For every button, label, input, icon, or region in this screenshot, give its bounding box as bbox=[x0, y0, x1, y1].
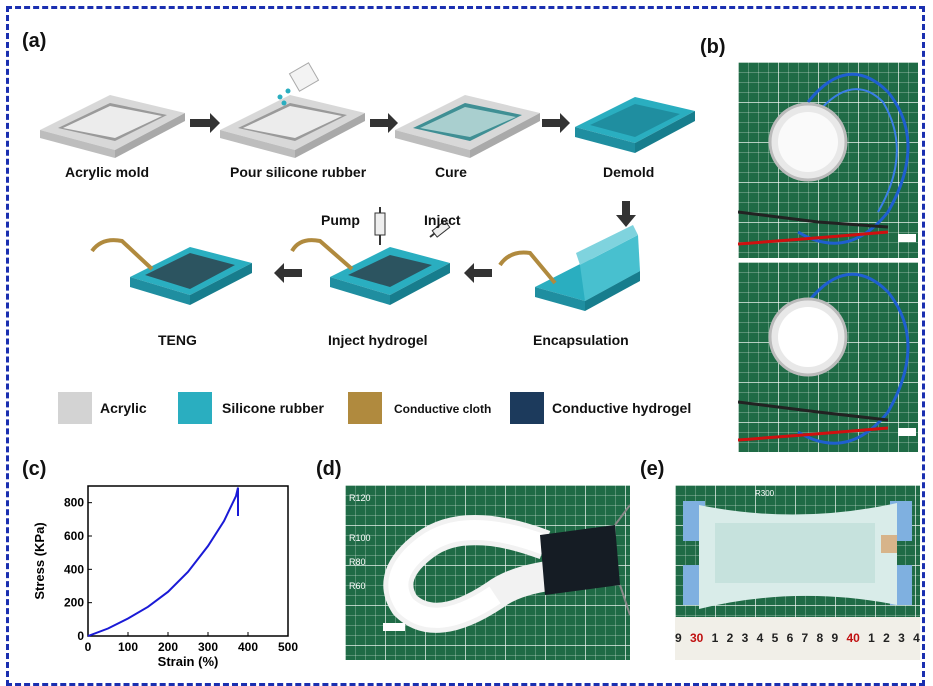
y-tick-label: 800 bbox=[64, 496, 84, 510]
ruler-digit: 9 bbox=[675, 631, 682, 645]
photo-twisted-teng: R120 R100 R80 R60 bbox=[345, 485, 630, 660]
cure-illustration bbox=[395, 95, 540, 158]
ruler-digit: 5 bbox=[771, 631, 779, 645]
arrow-right-icon bbox=[542, 113, 570, 133]
y-tick-label: 0 bbox=[77, 629, 84, 643]
panel-label-a: (a) bbox=[22, 30, 47, 52]
panel-label-c: (c) bbox=[22, 458, 47, 480]
ruler-label: R80 bbox=[349, 557, 366, 567]
arrow-left-icon bbox=[464, 263, 492, 283]
y-tick-label: 200 bbox=[64, 596, 84, 610]
arrow-down-icon bbox=[616, 201, 636, 227]
ruler-digit: 3 bbox=[741, 631, 749, 645]
ruler-digit: 30 bbox=[689, 631, 704, 645]
ruler-digits: 9 30 1 2 3 4 5 6 7 8 9 40 1 2 3 4 bbox=[675, 631, 920, 645]
ruler-digit: 7 bbox=[801, 631, 809, 645]
y-axis-label: Stress (KPa) bbox=[32, 522, 47, 599]
stress-strain-chart: 0 100 200 300 400 500 0 200 400 600 800 Strain (%) S… bbox=[32, 485, 298, 669]
legend-label-acrylic: Acrylic bbox=[100, 400, 147, 416]
photo-stretched-teng: R300 9 30 1 2 3 4 5 6 7 8 9 40 1 2 3 4 bbox=[675, 485, 920, 660]
inject-hydrogel-illustration bbox=[290, 207, 451, 305]
legend-swatch-silicone bbox=[178, 392, 212, 424]
arrow-right-icon bbox=[190, 113, 220, 133]
legend-swatch-hydrogel bbox=[510, 392, 544, 424]
step-inject-hydrogel: Inject hydrogel bbox=[328, 332, 428, 348]
x-tick-label: 500 bbox=[278, 640, 298, 654]
label-inject: Inject bbox=[424, 212, 461, 228]
scale-bar bbox=[898, 234, 916, 242]
ruler-digit: 3 bbox=[898, 631, 905, 645]
series-line-0 bbox=[87, 487, 239, 637]
x-tick-label: 400 bbox=[238, 640, 258, 654]
ruler-digit: 9 bbox=[831, 631, 839, 645]
legend-swatch-cloth bbox=[348, 392, 382, 424]
legend-label-hydrogel: Conductive hydrogel bbox=[552, 400, 692, 416]
ruler-digit: 1 bbox=[868, 631, 875, 645]
pour-silicone-illustration bbox=[220, 62, 365, 158]
y-tick-label: 600 bbox=[64, 529, 84, 543]
x-axis-label: Strain (%) bbox=[158, 654, 219, 669]
arrow-left-icon bbox=[274, 263, 302, 283]
panel-label-d: (d) bbox=[316, 458, 342, 480]
ruler-label: R300 bbox=[755, 489, 775, 498]
panel-label-b: (b) bbox=[700, 36, 726, 58]
label-pump: Pump bbox=[321, 212, 360, 228]
step-cure: Cure bbox=[435, 164, 467, 180]
step-encapsulation: Encapsulation bbox=[533, 332, 629, 348]
photo-led-on bbox=[738, 262, 918, 452]
scale-bar bbox=[898, 428, 916, 436]
legend-label-silicone: Silicone rubber bbox=[222, 400, 324, 416]
arrow-right-icon bbox=[370, 113, 398, 133]
legend-label-cloth: Conductive cloth bbox=[394, 402, 492, 416]
ruler-digit: 1 bbox=[711, 631, 719, 645]
ruler-digit: 6 bbox=[786, 631, 794, 645]
y-tick-label: 400 bbox=[64, 562, 84, 576]
step-teng: TENG bbox=[158, 332, 197, 348]
step-pour-silicone: Pour silicone rubber bbox=[230, 164, 367, 180]
plot-frame bbox=[87, 485, 289, 637]
ruler-digit: 2 bbox=[883, 631, 890, 645]
ruler-label: R100 bbox=[349, 533, 371, 543]
ruler-label: R120 bbox=[349, 493, 371, 503]
x-tick-label: 0 bbox=[85, 640, 92, 654]
scale-bar bbox=[383, 623, 405, 631]
encapsulation-illustration bbox=[498, 225, 640, 311]
ruler-digit: 4 bbox=[756, 631, 764, 645]
teng-illustration bbox=[90, 238, 252, 305]
x-tick-label: 300 bbox=[198, 640, 218, 654]
ruler-label: R60 bbox=[349, 581, 366, 591]
acrylic-mold-illustration bbox=[40, 95, 185, 158]
legend-swatch-acrylic bbox=[58, 392, 92, 424]
panel-label-e: (e) bbox=[640, 458, 665, 480]
demold-illustration bbox=[575, 97, 695, 153]
ruler-digit: 2 bbox=[726, 631, 734, 645]
photo-led-off bbox=[738, 62, 918, 258]
x-tick-label: 100 bbox=[118, 640, 138, 654]
ruler-digit: 4 bbox=[913, 631, 920, 645]
x-tick-label: 200 bbox=[158, 640, 178, 654]
ruler-digit: 8 bbox=[816, 631, 824, 645]
step-demold: Demold bbox=[603, 164, 655, 180]
step-acrylic-mold: Acrylic mold bbox=[65, 164, 150, 180]
ruler-digit: 40 bbox=[846, 631, 860, 645]
fabrication-diagram bbox=[40, 62, 695, 311]
